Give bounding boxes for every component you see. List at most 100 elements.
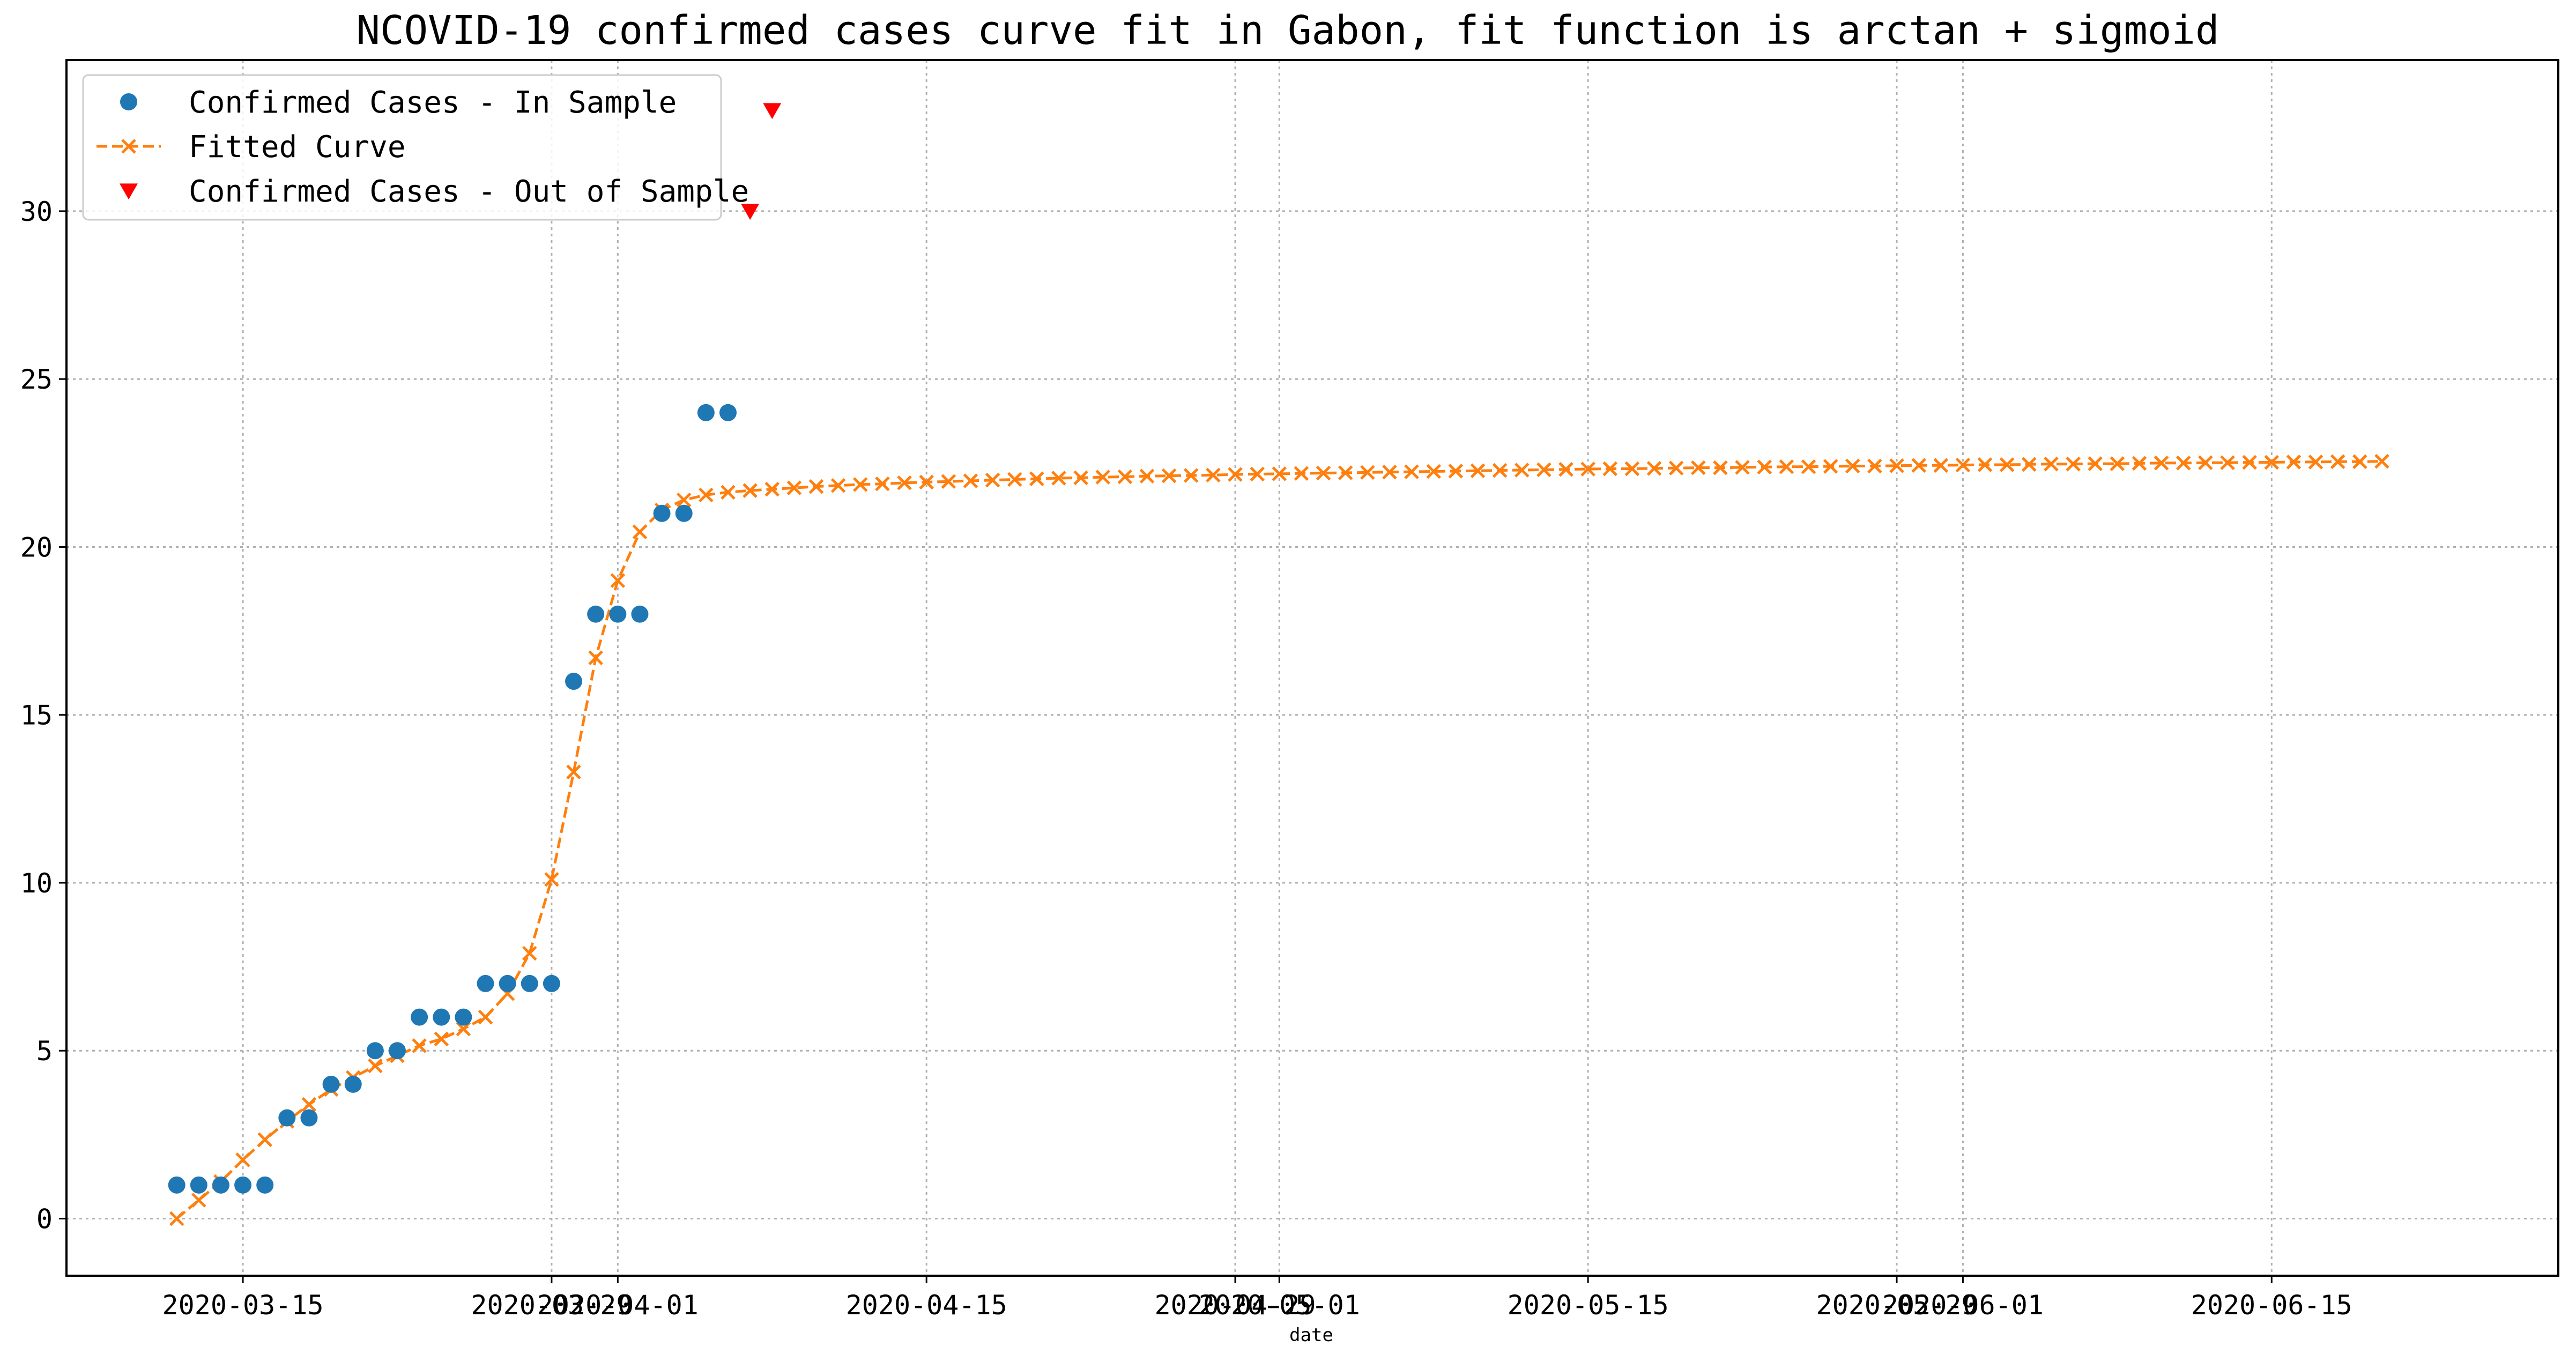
fitted-curve-point (632, 524, 648, 540)
fitted-curve-point (853, 477, 868, 492)
in-sample-point (344, 1075, 362, 1093)
in-sample-point (366, 1042, 384, 1060)
in-sample-point (719, 404, 737, 421)
fitted-curve-point (566, 764, 581, 779)
fitted-curve-point (2286, 455, 2302, 470)
fitted-curve-point (478, 1009, 493, 1025)
fitted-curve-point (1691, 460, 1706, 475)
fitted-curve-point (2066, 456, 2081, 472)
fitted-curve-point (1007, 472, 1022, 487)
in-sample-point (631, 605, 649, 623)
x-tick-label: 2020-03-15 (162, 1290, 324, 1321)
y-tick-label: 15 (20, 700, 53, 731)
fitted-curve-point (1448, 464, 1464, 479)
fitted-curve-point (786, 480, 802, 495)
fitted-curve-point (1646, 461, 1662, 476)
fitted-curve-point (1404, 464, 1419, 479)
fitted-curve-point (1602, 461, 1618, 477)
fitted-curve-point (588, 650, 603, 665)
fitted-curve-point (1228, 467, 1243, 482)
in-sample-point (499, 974, 516, 992)
fitted-curve-point (1250, 466, 1265, 482)
in-sample-point (256, 1176, 274, 1194)
in-sample-point (433, 1008, 450, 1026)
in-sample-point (388, 1042, 406, 1060)
fitted-curve-point (2110, 456, 2125, 471)
in-sample-point (234, 1176, 252, 1194)
fitted-curve-point (1801, 459, 1816, 474)
in-sample-point (543, 974, 560, 992)
fitted-curve-point (2242, 455, 2257, 470)
fitted-curve-point (764, 481, 780, 497)
fitted-curve-point (1933, 458, 1949, 473)
fitted-curve-point (2264, 455, 2280, 470)
fitted-curve-point (544, 872, 559, 887)
fitted-curve-point (1029, 471, 1044, 487)
fitted-curve-point (1095, 470, 1111, 485)
fitted-curve-point (2198, 455, 2213, 470)
fitted-curve-point (2022, 457, 2037, 472)
x-tick-label: 2020-05-29 (1816, 1290, 1978, 1321)
fitted-curve-point (1117, 469, 1133, 485)
fitted-curve-point (1294, 466, 1309, 481)
fitted-curve-point (985, 473, 1000, 488)
y-tick-label: 5 (36, 1036, 53, 1067)
y-tick-label: 10 (20, 868, 53, 899)
fitted-curve-point (368, 1058, 383, 1074)
fitted-curve-point (235, 1152, 250, 1167)
fitted-curve-point (1911, 458, 1926, 473)
fitted-curve-point (1536, 462, 1551, 478)
fitted-curve-point (808, 479, 824, 494)
fitted-curve-point (1514, 463, 1530, 478)
fitted-curve-point (257, 1132, 272, 1148)
legend-label: Fitted Curve (189, 130, 406, 165)
fitted-curve-point (1139, 468, 1155, 484)
in-sample-point (609, 605, 627, 623)
fitted-curve-point (941, 474, 956, 489)
legend-box (82, 74, 722, 221)
x-axis-label: date (1289, 1324, 1333, 1346)
out-of-sample-point (763, 103, 782, 120)
x-tick-label: 2020-04-01 (537, 1290, 699, 1321)
fitted-curve-point (1338, 465, 1353, 480)
fitted-curve-point (1889, 458, 1904, 473)
fitted-curve-point (1757, 459, 1772, 475)
in-sample-point (212, 1176, 229, 1194)
fitted-curve-point (1580, 462, 1595, 477)
fitted-curve-point (1867, 458, 1882, 474)
fitted-curve-point (1713, 460, 1728, 475)
legend-label: Confirmed Cases - Out of Sample (189, 174, 749, 209)
chart-title: NCOVID-19 confirmed cases curve fit in G… (356, 8, 2219, 54)
y-tick-label: 30 (20, 196, 53, 227)
fitted-curve-point (1382, 464, 1397, 480)
in-sample-point (190, 1176, 207, 1194)
fitted-curve-point (1470, 463, 1486, 479)
fitted-curve-point (919, 474, 934, 490)
fitted-curve-point (699, 487, 714, 503)
fitted-curve-point (2220, 455, 2235, 470)
fitted-curve-point (1999, 457, 2015, 472)
x-tick-label: 2020-05-01 (1199, 1290, 1360, 1321)
in-sample-point (697, 404, 715, 421)
legend-label: Confirmed Cases - In Sample (189, 85, 677, 120)
plot-frame (65, 59, 2559, 1277)
fitted-curve-point (412, 1038, 427, 1053)
legend-marker-fitted-point (121, 139, 136, 154)
fitted-curve-point (1426, 464, 1441, 479)
in-sample-point (653, 504, 671, 522)
out-of-sample-point (741, 204, 760, 220)
fitted-curve-point (2154, 456, 2169, 471)
fitted-curve-point (456, 1021, 471, 1037)
fitted-curve-point (1823, 459, 1838, 474)
fitted-curve-point (2308, 455, 2323, 470)
fitted-curve-point (875, 476, 890, 492)
x-tick-label: 2020-04-29 (1155, 1290, 1316, 1321)
fitted-curve-point (897, 475, 912, 490)
in-sample-point (411, 1008, 428, 1026)
y-tick-label: 0 (36, 1203, 53, 1234)
in-sample-point (455, 1008, 472, 1026)
x-tick-label: 2020-06-15 (2191, 1290, 2352, 1321)
fitted-curve-point (1051, 471, 1066, 486)
fitted-curve-point (830, 478, 846, 493)
